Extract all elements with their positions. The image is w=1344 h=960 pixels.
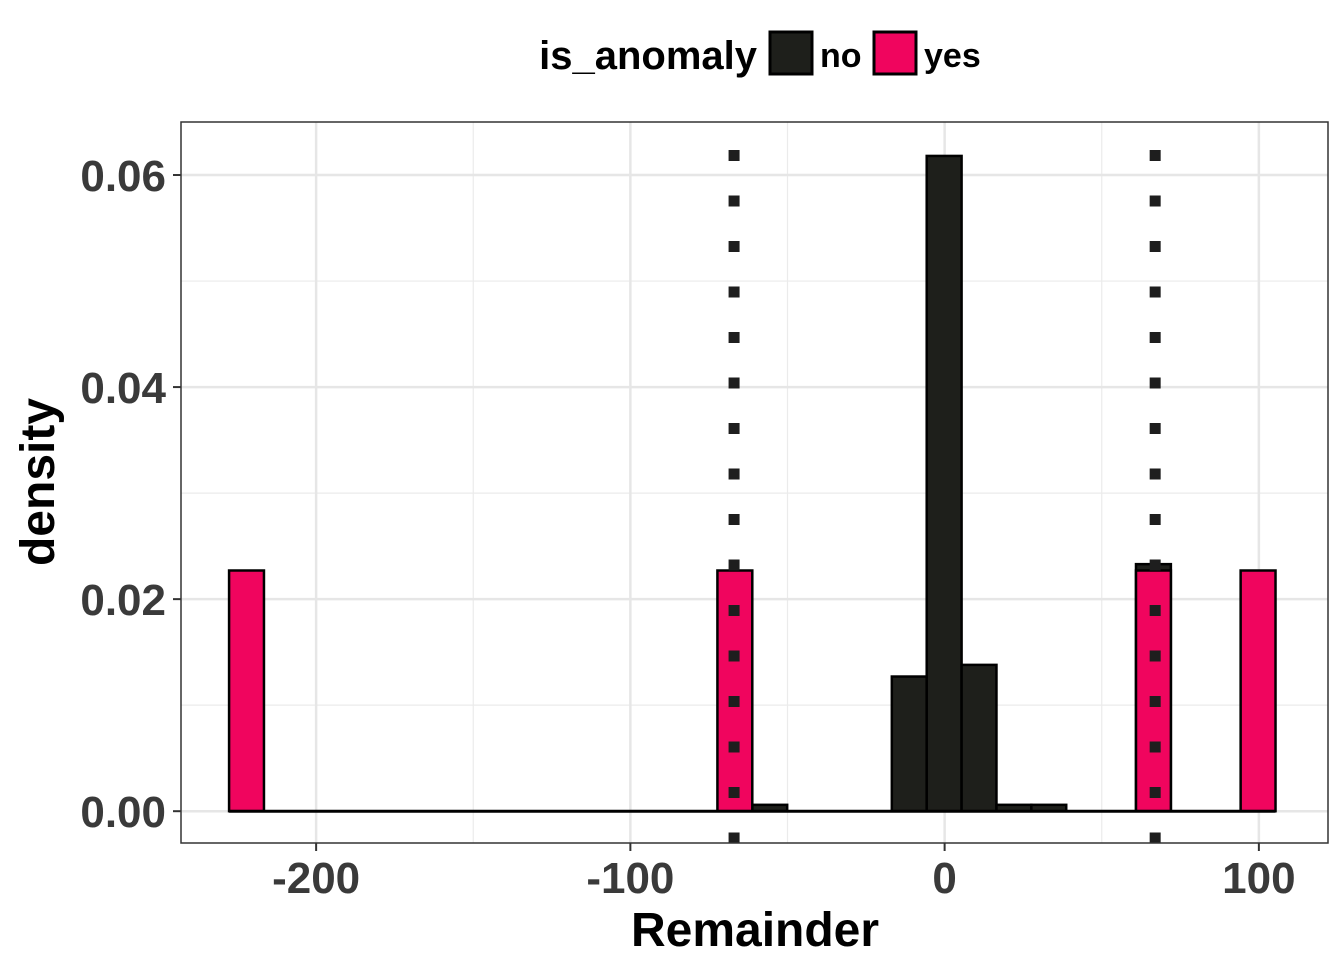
bar-yes	[1239, 569, 1277, 813]
y-tick-label: 0.06	[80, 152, 166, 201]
bar-yes	[227, 569, 266, 813]
legend-label-yes: yes	[924, 37, 981, 75]
x-tick-label: 100	[1222, 854, 1295, 903]
y-tick-label: 0.04	[80, 364, 166, 413]
grid-minor	[181, 122, 1328, 843]
x-tick-label: -100	[586, 854, 674, 903]
x-tick-label: -200	[272, 854, 360, 903]
y-axis-title: density	[12, 398, 65, 566]
y-tick-label: 0.02	[80, 576, 166, 625]
legend-label-no: no	[820, 37, 862, 75]
legend: is_anomaly no yes	[539, 30, 981, 78]
bar-no	[960, 663, 998, 813]
y-tick-label: 0.00	[80, 788, 166, 837]
y-axis: 0.00 0.02 0.04 0.06	[80, 152, 181, 837]
legend-title: is_anomaly	[539, 34, 758, 78]
bar-no	[925, 154, 963, 813]
legend-key-yes	[872, 30, 918, 76]
x-axis: -200 -100 0 100	[272, 843, 1296, 903]
legend-key-no	[768, 30, 814, 76]
bar-no	[890, 675, 928, 813]
plot-panel-border	[180, 121, 1329, 844]
x-axis-title: Remainder	[631, 904, 879, 957]
x-tick-label: 0	[932, 854, 956, 903]
